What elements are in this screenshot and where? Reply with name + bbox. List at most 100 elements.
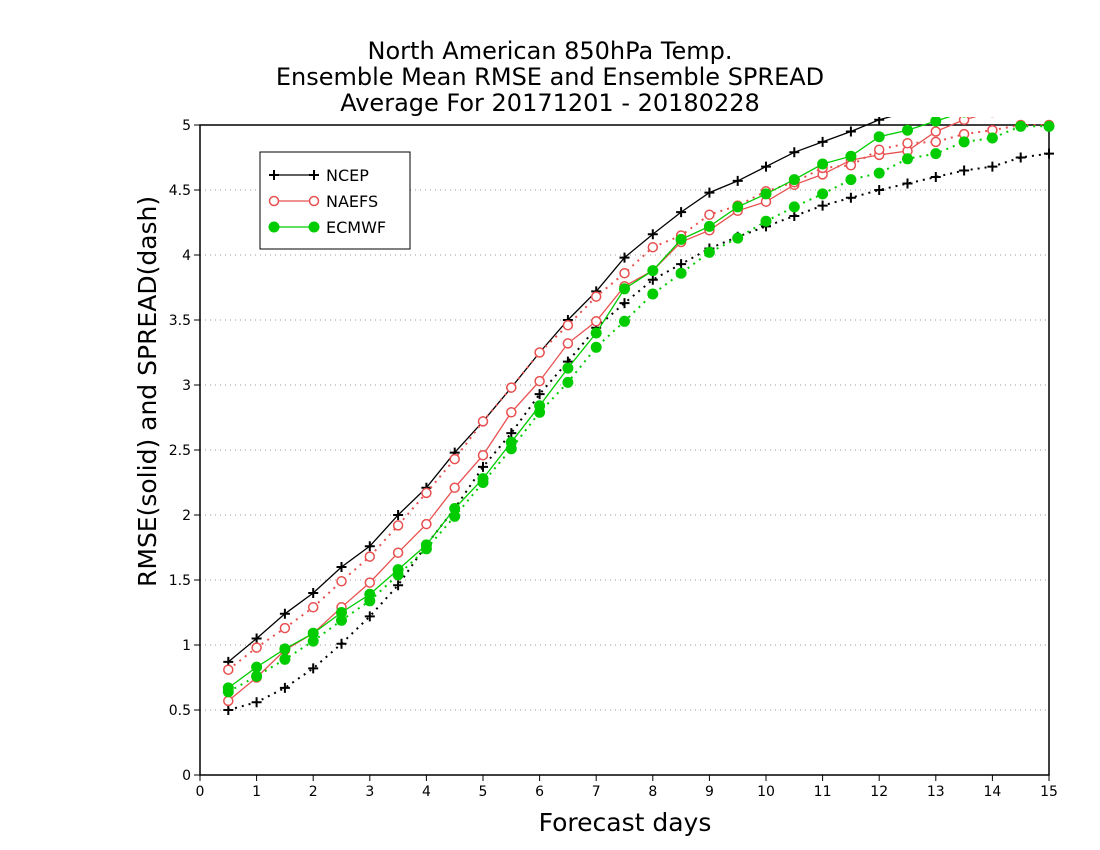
legend-marker-end-ncep xyxy=(309,170,319,180)
data-point-ecmwf-rmse-15 xyxy=(647,265,659,277)
data-point-naefs-rmse-12 xyxy=(562,338,574,349)
data-point-ecmwf-rmse-24 xyxy=(902,124,913,136)
data-point-naefs-spread-23 xyxy=(873,144,885,155)
chart-title-line-1: North American 850hPa Temp. xyxy=(367,37,733,65)
x-tick-label-11: 11 xyxy=(814,784,832,800)
data-point-ncep-rmse-4 xyxy=(336,562,347,572)
x-tick-label-4: 4 xyxy=(422,784,431,800)
data-point-ecmwf-rmse-17 xyxy=(703,220,715,232)
data-point-naefs-rmse-10 xyxy=(506,407,517,418)
legend-label-ncep: NCEP xyxy=(326,166,369,185)
legend-marker-end-naefs xyxy=(308,195,320,207)
data-point-ecmwf-spread-28 xyxy=(1015,120,1027,132)
data-point-ncep-rmse-2 xyxy=(279,608,290,619)
data-point-ecmwf-spread-2 xyxy=(279,653,291,665)
legend: NCEP NAEFS ECMWF xyxy=(259,151,411,250)
data-point-naefs-rmse-11 xyxy=(534,375,545,387)
data-point-ecmwf-spread-16 xyxy=(675,267,687,279)
y-tick-label-2: 1 xyxy=(182,638,191,654)
y-tick-label-7: 3.5 xyxy=(169,313,191,329)
data-point-ncep-rmse-22 xyxy=(845,126,856,137)
x-tick-label-12: 12 xyxy=(870,784,888,800)
data-point-ecmwf-rmse-28 xyxy=(1016,94,1026,104)
data-point-ncep-rmse-29 xyxy=(1044,75,1054,85)
series-line-naefs-rmse xyxy=(227,117,977,702)
data-point-ecmwf-spread-3 xyxy=(307,635,319,647)
data-point-ncep-rmse-16 xyxy=(676,207,687,218)
y-tick-label-9: 4.5 xyxy=(169,183,191,199)
data-point-ecmwf-rmse-21 xyxy=(817,158,829,170)
data-point-ecmwf-rmse-25 xyxy=(930,117,942,127)
data-point-ncep-spread-4 xyxy=(336,638,347,649)
data-point-ecmwf-spread-24 xyxy=(902,153,913,165)
data-point-naefs-rmse-29 xyxy=(1045,95,1054,104)
data-point-ecmwf-rmse-27 xyxy=(987,101,997,111)
y-axis-label: RMSE(solid) and SPREAD(dash) xyxy=(133,195,162,587)
data-point-ncep-spread-26 xyxy=(959,165,970,176)
plot-area xyxy=(222,75,1055,715)
data-point-naefs-spread-13 xyxy=(590,291,602,302)
series-line-ncep-spread xyxy=(228,152,1050,711)
data-point-ncep-spread-0 xyxy=(223,705,234,715)
series-ncep-spread xyxy=(223,148,1054,715)
data-point-naefs-spread-1 xyxy=(251,642,262,653)
data-point-ncep-rmse-26 xyxy=(959,94,969,104)
data-point-ecmwf-spread-14 xyxy=(619,315,630,327)
data-point-naefs-spread-7 xyxy=(421,487,432,499)
data-point-ecmwf-spread-1 xyxy=(251,670,263,682)
legend-label-naefs: NAEFS xyxy=(326,192,378,211)
data-point-ncep-rmse-28 xyxy=(1016,81,1026,91)
data-point-ncep-spread-28 xyxy=(1015,152,1026,163)
data-point-ncep-spread-5 xyxy=(364,611,375,622)
data-point-ncep-rmse-18 xyxy=(732,175,743,186)
chart-title-line-3: Average For 20171201 - 20180228 xyxy=(340,89,760,117)
data-point-ecmwf-rmse-19 xyxy=(760,188,772,200)
legend-marker-start-ecmwf xyxy=(268,221,280,233)
x-tick-label-14: 14 xyxy=(983,784,1001,800)
data-point-ncep-rmse-17 xyxy=(704,187,715,198)
data-point-naefs-rmse-25 xyxy=(930,126,942,137)
series-line-ecmwf-spread xyxy=(227,125,1049,693)
y-tick-label-6: 3 xyxy=(182,378,191,394)
data-point-ncep-rmse-19 xyxy=(761,161,771,172)
data-point-ecmwf-spread-10 xyxy=(505,443,517,455)
series-line-naefs-spread xyxy=(227,124,1049,671)
y-tick-label-8: 4 xyxy=(182,248,191,264)
y-tick-label-10: 5 xyxy=(182,118,191,134)
data-point-naefs-spread-14 xyxy=(619,267,630,279)
x-tick-label-3: 3 xyxy=(365,784,374,800)
data-point-ecmwf-spread-7 xyxy=(420,543,432,555)
x-tick-label-15: 15 xyxy=(1040,784,1058,800)
data-point-ecmwf-rmse-14 xyxy=(619,283,630,295)
data-point-ecmwf-spread-26 xyxy=(958,136,970,148)
x-tick-label-2: 2 xyxy=(309,784,318,800)
data-point-naefs-spread-9 xyxy=(477,416,489,427)
x-tick-label-13: 13 xyxy=(927,784,945,800)
data-point-ncep-spread-22 xyxy=(845,192,856,203)
legend-marker-end-ecmwf xyxy=(308,221,320,233)
data-point-ecmwf-spread-20 xyxy=(788,201,800,213)
data-point-ncep-rmse-27 xyxy=(987,88,997,98)
data-point-naefs-spread-2 xyxy=(279,622,291,634)
data-point-ecmwf-spread-6 xyxy=(392,569,404,581)
y-tick-label-5: 2.5 xyxy=(169,443,191,459)
data-point-ecmwf-spread-18 xyxy=(732,232,744,244)
data-point-naefs-spread-4 xyxy=(336,576,347,587)
data-point-ecmwf-rmse-26 xyxy=(961,117,967,118)
data-point-ecmwf-spread-27 xyxy=(986,132,998,144)
x-tick-label-5: 5 xyxy=(479,784,488,800)
data-point-ncep-rmse-21 xyxy=(817,136,828,147)
data-point-ecmwf-rmse-16 xyxy=(675,233,687,245)
data-point-ncep-spread-9 xyxy=(478,461,488,472)
data-point-ecmwf-spread-19 xyxy=(760,215,772,227)
data-point-ncep-rmse-15 xyxy=(647,229,658,240)
data-point-ecmwf-spread-8 xyxy=(449,510,461,522)
x-tick-label-9: 9 xyxy=(705,784,714,800)
data-point-ecmwf-spread-22 xyxy=(845,174,857,186)
series-ecmwf-spread xyxy=(222,120,1055,698)
x-tick-label-0: 0 xyxy=(196,784,205,800)
data-point-ecmwf-spread-5 xyxy=(364,595,376,607)
data-point-ncep-spread-27 xyxy=(987,161,998,172)
data-point-ecmwf-spread-17 xyxy=(703,246,715,258)
data-point-ncep-rmse-20 xyxy=(789,147,800,158)
